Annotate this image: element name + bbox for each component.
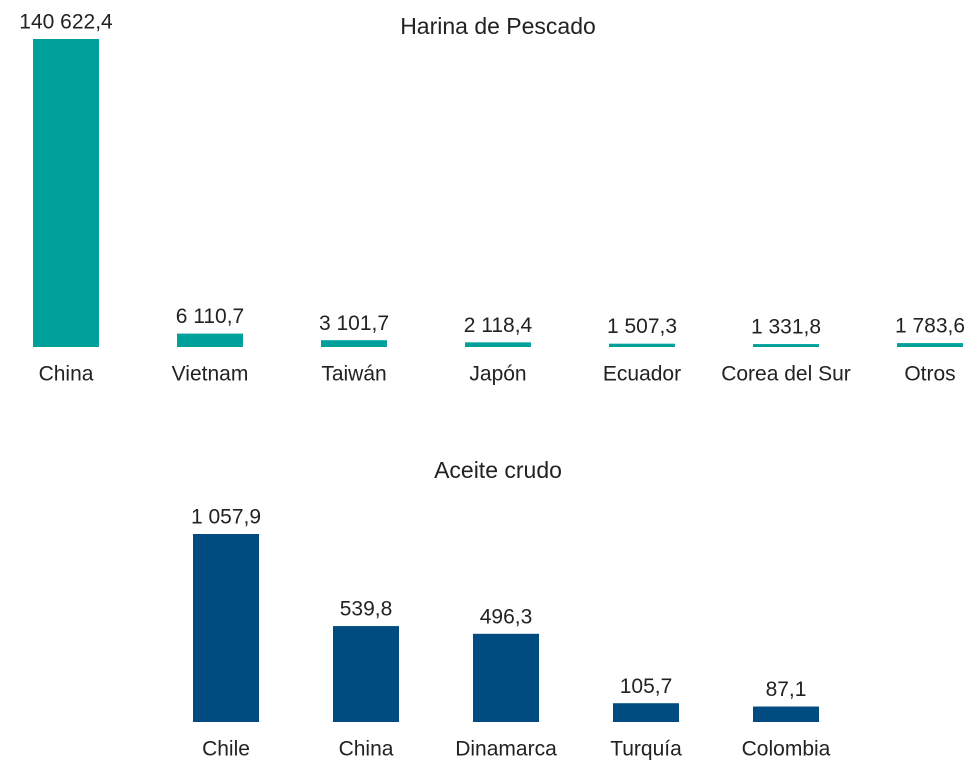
bar: [465, 342, 531, 347]
bar: [193, 534, 259, 722]
bar: [753, 344, 819, 347]
value-label: 496,3: [480, 605, 533, 628]
bar: [321, 340, 387, 347]
bar: [897, 343, 963, 347]
category-label: Chile: [202, 738, 250, 761]
category-label: Turquía: [610, 738, 682, 761]
category-label: Vietnam: [172, 363, 249, 386]
bar: [177, 333, 243, 347]
bar: [753, 706, 819, 722]
category-label: Japón: [469, 363, 526, 386]
category-label: Otros: [904, 363, 955, 386]
value-label: 539,8: [340, 598, 393, 621]
category-label: Ecuador: [603, 363, 681, 386]
category-label: China: [39, 363, 94, 386]
chart-title: Harina de Pescado: [400, 13, 596, 39]
value-label: 2 118,4: [464, 314, 533, 337]
category-label: Colombia: [742, 738, 831, 761]
bar: [609, 343, 675, 347]
value-label: 1 783,6: [895, 315, 965, 338]
value-label: 87,1: [766, 678, 807, 701]
value-label: 3 101,7: [319, 312, 389, 335]
bar: [333, 626, 399, 722]
category-label: China: [339, 738, 394, 761]
value-label: 6 110,7: [176, 305, 245, 328]
category-label: Corea del Sur: [721, 363, 851, 386]
value-label: 1 507,3: [607, 315, 677, 338]
value-label: 1 331,8: [751, 316, 821, 339]
value-label: 105,7: [620, 675, 673, 698]
chart-title: Aceite crudo: [434, 457, 562, 483]
category-label: Dinamarca: [455, 738, 557, 761]
value-label: 140 622,4: [19, 11, 113, 34]
value-label: 1 057,9: [191, 506, 261, 529]
category-label: Taiwán: [321, 363, 386, 386]
bar: [473, 633, 539, 722]
bar: [33, 39, 99, 347]
bar: [613, 703, 679, 722]
